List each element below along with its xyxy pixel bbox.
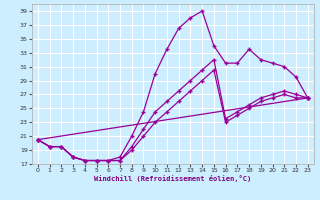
X-axis label: Windchill (Refroidissement éolien,°C): Windchill (Refroidissement éolien,°C) [94,175,252,182]
